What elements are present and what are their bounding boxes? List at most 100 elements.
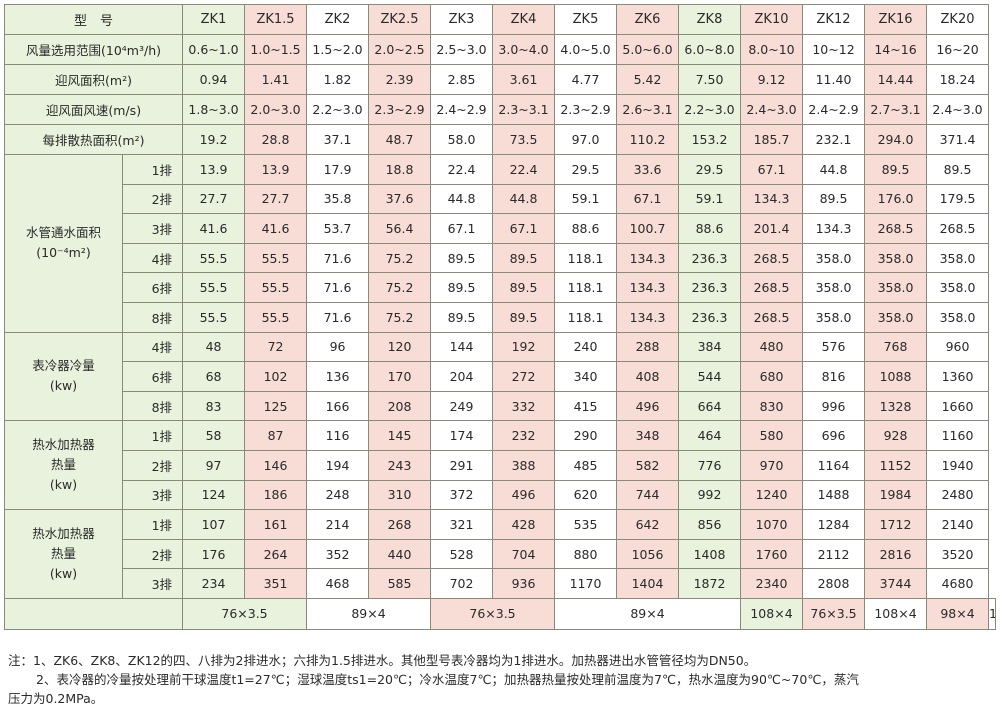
value-cell: 970 xyxy=(740,449,804,481)
value-cell: 67.1 xyxy=(492,213,556,244)
value-cell: 2.2~3.0 xyxy=(678,94,742,125)
value-cell: 1.8~3.0 xyxy=(182,94,246,125)
value-cell: 2480 xyxy=(926,479,990,511)
value-cell: 371.4 xyxy=(926,124,990,155)
value-cell: 408 xyxy=(616,361,680,392)
value-cell: 7.50 xyxy=(678,64,742,95)
value-cell: 170 xyxy=(368,361,432,392)
value-cell: 3744 xyxy=(864,568,928,599)
value-cell: 89.5 xyxy=(430,272,494,303)
value-cell: 37.6 xyxy=(368,183,432,215)
value-cell: 240 xyxy=(554,331,618,363)
model-header: ZK10 xyxy=(740,4,804,35)
value-cell: 830 xyxy=(740,390,804,422)
value-cell: 352 xyxy=(306,538,370,570)
value-cell: 358.0 xyxy=(926,242,990,274)
header-row: 型 号 ZK1 ZK1.5 ZK2 ZK2.5 ZK3 ZK4 ZK5 ZK6 ZK8 ZK10 ZK… xyxy=(3,4,996,35)
value-cell: 136 xyxy=(306,361,370,392)
value-cell: 214 xyxy=(306,509,370,540)
group-row: 6排 68 102 136 170 204 272 340 408 544 680 816 1088 13… xyxy=(5,361,996,392)
row-label: 迎风面积(m²) xyxy=(3,64,184,95)
value-cell: 83 xyxy=(182,390,246,422)
value-cell: 1712 xyxy=(864,509,928,540)
value-cell: 358.0 xyxy=(864,242,928,274)
value-cell: 89.5 xyxy=(430,301,494,333)
group-label-line: (kw) xyxy=(49,566,78,582)
value-cell: 89.5 xyxy=(926,154,990,185)
value-cell: 208 xyxy=(368,390,432,422)
value-cell: 134.3 xyxy=(616,301,680,333)
value-cell: 642 xyxy=(616,509,680,540)
value-cell: 3520 xyxy=(926,538,990,570)
pipe-size-row: 76×3.5 89×4 76×3.5 89×4 108×4 76×3.5 108×4 98×4… xyxy=(3,597,996,630)
value-cell: 96 xyxy=(306,331,370,363)
value-cell: 582 xyxy=(616,449,680,481)
value-cell: 58 xyxy=(182,420,246,451)
value-cell: 37.1 xyxy=(306,124,370,155)
value-cell: 194 xyxy=(306,449,370,481)
model-header: ZK1 xyxy=(182,4,246,35)
value-cell: 192 xyxy=(492,331,556,363)
value-cell: 97.0 xyxy=(554,124,618,155)
value-cell: 348 xyxy=(616,420,680,451)
model-header: ZK8 xyxy=(678,4,742,35)
value-cell: 13.9 xyxy=(244,154,308,185)
value-cell: 28.8 xyxy=(244,124,308,155)
value-cell: 288 xyxy=(616,331,680,363)
value-cell: 18.8 xyxy=(368,154,432,185)
value-cell: 960 xyxy=(926,331,990,363)
value-cell: 290 xyxy=(554,420,618,451)
model-header: ZK6 xyxy=(616,4,680,35)
value-cell: 272 xyxy=(492,361,556,392)
value-cell: 384 xyxy=(678,331,742,363)
value-cell: 110.2 xyxy=(616,124,680,155)
value-cell: 55.5 xyxy=(244,301,308,333)
value-cell: 1088 xyxy=(864,361,928,392)
value-cell: 29.5 xyxy=(678,154,742,185)
value-cell: 1.41 xyxy=(244,64,308,95)
value-cell: 118.1 xyxy=(554,242,618,274)
value-cell: 146 xyxy=(244,449,308,481)
value-cell: 696 xyxy=(802,420,866,451)
value-cell: 0.94 xyxy=(182,64,246,95)
value-cell: 72 xyxy=(244,331,308,363)
spec-row: 风量选用范围(10⁴m³/h) 0.6~1.0 1.0~1.5 1.5~2.0 2.0~… xyxy=(3,34,996,65)
row-count-label: 2排 xyxy=(121,538,184,570)
value-cell: 2.4~3.0 xyxy=(740,94,804,125)
row-count-label: 2排 xyxy=(121,449,184,481)
value-cell: 125 xyxy=(244,390,308,422)
value-cell: 11.40 xyxy=(802,64,866,95)
value-cell: 1164 xyxy=(802,449,866,481)
group-label-line: 热量 xyxy=(50,457,76,473)
value-cell: 580 xyxy=(740,420,804,451)
value-cell: 468 xyxy=(306,568,370,599)
pipe-size-cell: 76×3.5 xyxy=(182,597,308,630)
value-cell: 816 xyxy=(802,361,866,392)
value-cell: 1.5~2.0 xyxy=(306,34,370,65)
group-label-line: (kw) xyxy=(49,477,78,493)
value-cell: 856 xyxy=(678,509,742,540)
value-cell: 776 xyxy=(678,449,742,481)
value-cell: 56.4 xyxy=(368,213,432,244)
pipe-size-cell: 98×4 xyxy=(926,597,990,630)
value-cell: 585 xyxy=(368,568,432,599)
spec-row: 迎风面风速(m/s) 1.8~3.0 2.0~3.0 2.2~3.0 2.3~2.9 2.… xyxy=(3,94,996,125)
value-cell: 124 xyxy=(182,479,246,511)
group-row: 2排 27.7 27.7 35.8 37.6 44.8 44.8 59.1 67.1 59.1 13… xyxy=(5,183,996,215)
value-cell: 4.0~5.0 xyxy=(554,34,618,65)
group-row: 3排 234 351 468 585 702 936 1170 1404 1872 2340 2808… xyxy=(5,568,996,599)
value-cell: 145 xyxy=(368,420,432,451)
value-cell: 1760 xyxy=(740,538,804,570)
value-cell: 67.1 xyxy=(430,213,494,244)
value-cell: 440 xyxy=(368,538,432,570)
value-cell: 3.61 xyxy=(492,64,556,95)
value-cell: 134.3 xyxy=(616,272,680,303)
value-cell: 17.9 xyxy=(306,154,370,185)
value-cell: 358.0 xyxy=(802,242,866,274)
row-count-label: 1排 xyxy=(121,420,184,451)
value-cell: 1.0~1.5 xyxy=(244,34,308,65)
value-cell: 310 xyxy=(368,479,432,511)
value-cell: 4680 xyxy=(926,568,990,599)
value-cell: 89.5 xyxy=(492,301,556,333)
value-cell: 1170 xyxy=(554,568,618,599)
